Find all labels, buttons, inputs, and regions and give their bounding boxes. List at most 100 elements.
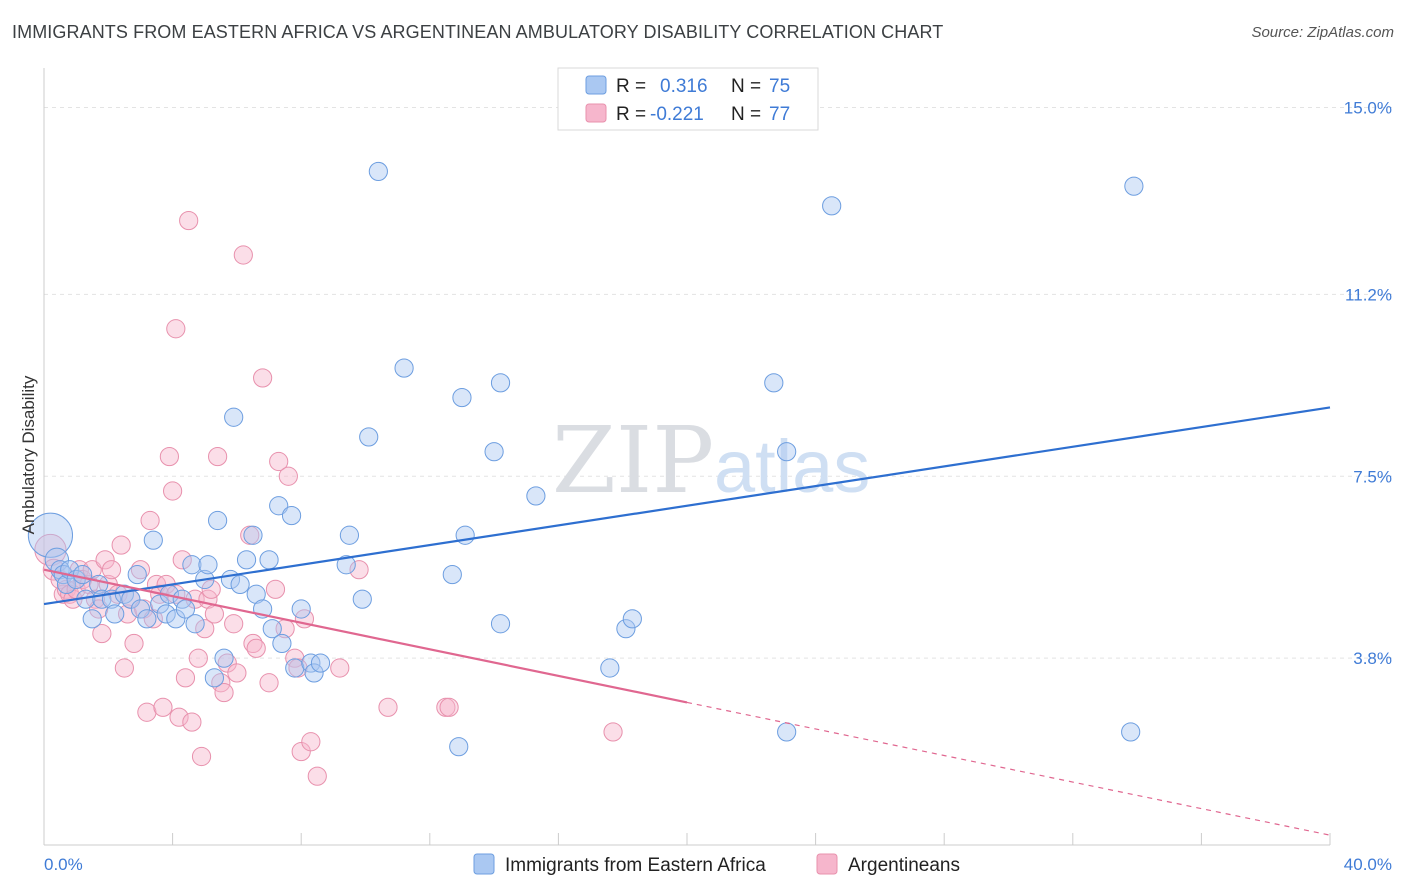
y-tick-label: 7.5% xyxy=(1353,467,1392,486)
eastern-africa-point xyxy=(484,442,504,462)
eastern-africa-point xyxy=(616,619,636,639)
eastern-africa-point xyxy=(764,373,784,393)
chart-title: IMMIGRANTS FROM EASTERN AFRICA VS ARGENT… xyxy=(12,22,944,42)
eastern-africa-point xyxy=(156,604,176,624)
eastern-africa-point xyxy=(214,648,234,668)
source-credit: Source: ZipAtlas.com xyxy=(1251,24,1394,41)
eastern-africa-point xyxy=(182,555,202,575)
eastern-africa-point xyxy=(166,609,186,629)
argentineans-point xyxy=(182,712,202,732)
eastern-africa-point xyxy=(352,589,372,609)
eastern-africa-point xyxy=(394,358,414,378)
eastern-africa-point xyxy=(185,614,205,634)
eastern-africa-point xyxy=(359,427,379,447)
legend-r-label-pink: R = xyxy=(616,104,646,125)
argentineans-trend-line xyxy=(43,568,688,704)
argentineans-point xyxy=(101,560,122,580)
eastern-africa-point xyxy=(204,668,224,688)
eastern-africa-point xyxy=(822,196,842,216)
eastern-africa-point xyxy=(72,564,93,585)
argentineans-point xyxy=(172,550,192,570)
argentineans-point xyxy=(179,210,199,231)
eastern-africa-point xyxy=(600,658,620,678)
x-tick-label: 0.0% xyxy=(44,855,83,874)
argentineans-point xyxy=(259,673,279,693)
bottom-legend-swatch-blue xyxy=(473,853,495,875)
argentineans-trend-extension xyxy=(686,701,1331,836)
eastern-africa-point xyxy=(105,604,125,624)
argentineans-point xyxy=(301,732,321,752)
argentineans-point xyxy=(169,707,189,727)
legend-swatch-blue xyxy=(585,75,607,95)
argentineans-points xyxy=(34,210,623,786)
eastern-africa-point xyxy=(198,555,218,575)
argentineans-point xyxy=(195,619,215,639)
legend-r-value-pink: -0.221 xyxy=(650,104,704,125)
argentineans-point xyxy=(224,614,244,634)
eastern-africa-point xyxy=(452,387,472,408)
argentineans-point xyxy=(140,510,160,531)
eastern-africa-point xyxy=(230,574,250,595)
eastern-africa-point xyxy=(526,486,546,506)
legend-r-value-blue: 0.316 xyxy=(660,76,708,97)
eastern-africa-point xyxy=(130,599,151,619)
eastern-africa-point xyxy=(208,510,228,531)
eastern-africa-point xyxy=(27,512,74,558)
legend-r-label-blue: R = xyxy=(616,76,646,97)
eastern-africa-point xyxy=(82,609,102,629)
argentineans-point xyxy=(227,663,247,683)
legend-swatch-pink xyxy=(585,103,607,123)
eastern-africa-point xyxy=(224,407,244,427)
y-tick-label: 11.2% xyxy=(1345,285,1392,304)
argentineans-point xyxy=(143,609,163,629)
eastern-africa-point xyxy=(127,564,147,585)
eastern-africa-point xyxy=(368,161,388,182)
eastern-africa-point xyxy=(236,550,257,570)
eastern-africa-trend-line xyxy=(43,406,1331,606)
eastern-africa-point xyxy=(269,496,289,516)
y-axis-label: Ambulatory Disability xyxy=(19,375,38,534)
bottom-legend-label-pink: Argentineans xyxy=(848,855,960,876)
argentineans-point xyxy=(137,702,157,722)
eastern-africa-point xyxy=(137,609,157,629)
argentineans-point xyxy=(439,697,459,717)
eastern-africa-point xyxy=(336,555,356,575)
eastern-africa-point xyxy=(622,609,642,629)
argentineans-point xyxy=(291,741,311,762)
eastern-africa-point xyxy=(259,550,279,570)
eastern-africa-point xyxy=(281,505,302,526)
argentineans-point xyxy=(307,766,327,786)
argentineans-point xyxy=(269,451,289,472)
legend-n-value-blue: 75 xyxy=(769,76,790,97)
eastern-africa-point xyxy=(442,564,462,585)
eastern-africa-point xyxy=(490,614,511,634)
legend-n-label-pink: N = xyxy=(731,104,761,125)
argentineans-point xyxy=(378,697,398,717)
eastern-africa-point xyxy=(243,525,263,545)
legend-n-label-blue: N = xyxy=(731,76,761,97)
eastern-africa-point xyxy=(777,442,797,462)
argentineans-point xyxy=(191,746,212,767)
watermark-atlas: atlas xyxy=(714,425,870,508)
argentineans-point xyxy=(153,697,173,717)
watermark-zip: ZIP xyxy=(552,407,714,514)
eastern-africa-point xyxy=(449,737,469,757)
argentineans-point xyxy=(92,623,112,644)
bottom-legend-label-blue: Immigrants from Eastern Africa xyxy=(505,855,766,876)
eastern-africa-point xyxy=(310,653,331,673)
y-tick-label: 3.8% xyxy=(1353,649,1392,668)
gridlines xyxy=(44,107,1392,659)
argentineans-point xyxy=(603,722,623,742)
eastern-africa-point xyxy=(143,530,163,550)
eastern-africa-point xyxy=(272,633,292,654)
argentineans-point xyxy=(159,446,179,467)
argentineans-point xyxy=(175,668,196,688)
y-tick-label: 15.0% xyxy=(1344,99,1392,118)
argentineans-point xyxy=(265,579,286,599)
eastern-africa-point xyxy=(285,658,305,678)
eastern-africa-point xyxy=(246,584,266,604)
argentineans-point xyxy=(201,579,221,599)
argentineans-point xyxy=(330,658,350,678)
argentineans-point xyxy=(163,481,183,501)
